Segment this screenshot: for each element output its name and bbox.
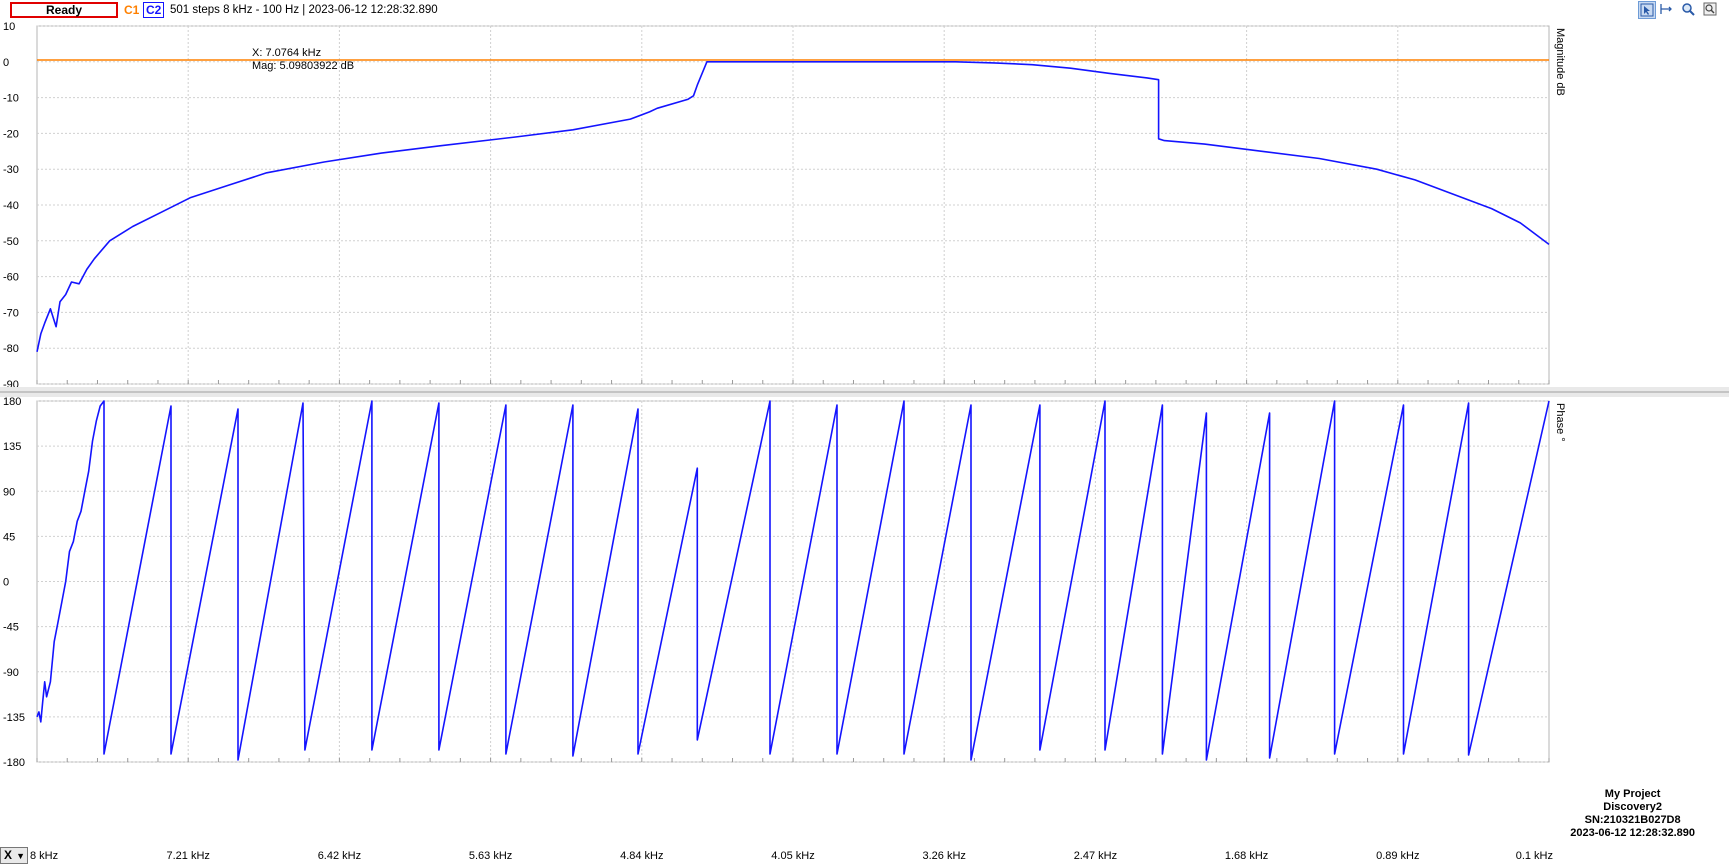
export-icon[interactable] [1702,1,1720,19]
cursor-select-icon[interactable] [1638,1,1656,19]
magnitude-y-tick-label: -60 [3,272,19,284]
phase-y-tick-label: 180 [3,396,21,408]
toolbar: Ready C1 C2 501 steps 8 kHz - 100 Hz | 2… [0,0,1729,22]
channel-c2-toggle[interactable]: C2 [143,2,165,18]
status-indicator: Ready [10,2,118,18]
x-tick-label: 3.26 kHz [922,850,965,862]
device-name: Discovery2 [1603,801,1662,813]
x-tick-label: 0.89 kHz [1376,850,1419,862]
x-tick-label: 2.47 kHz [1074,850,1117,862]
x-tick-label: 6.42 kHz [318,850,361,862]
cursor-readout: X: 7.0764 kHz Mag: 5.09803922 dB [252,47,354,72]
phase-y-tick-label: 0 [3,577,9,589]
magnitude-y-tick-label: -10 [3,93,19,105]
phase-y-tick-label: 90 [3,486,15,498]
phase-y-tick-label: -90 [3,667,19,679]
channel-c1-toggle[interactable]: C1 [124,3,140,17]
x-axis: 8 kHz 7.21 kHz 6.42 kHz 5.63 kHz 4.84 kHz 4.0… [30,850,1553,862]
x-tick-label: 0.1 kHz [1516,850,1553,862]
magnitude-panel: 100-10-20-30-40-50-60-70-80-90Magnitude … [0,21,1729,397]
phase-series-c2 [36,400,1550,761]
cursor-x-readout: X: 7.0764 kHz [252,47,321,59]
x-tick-label: 4.05 kHz [771,850,814,862]
cursor-span-icon[interactable] [1658,1,1676,19]
phase-y-tick-label: -45 [3,622,19,634]
magnitude-y-tick-label: 10 [3,21,15,33]
magnitude-y-axis-label: Magnitude dB [1554,28,1566,96]
phase-y-tick-label: 45 [3,531,15,543]
x-tick-label: 1.68 kHz [1225,850,1268,862]
magnitude-y-tick-label: -80 [3,343,19,355]
phase-y-tick-label: -180 [3,757,25,769]
device-serial: SN:210321B027D8 [1584,814,1681,826]
x-tick-label: 8 kHz [30,850,58,862]
x-tick-label: 7.21 kHz [166,850,209,862]
project-name: My Project [1604,788,1661,800]
magnitude-y-tick-label: -40 [3,200,19,212]
sweep-info: 501 steps 8 kHz - 100 Hz | 2023-06-12 12… [170,4,438,16]
magnitude-y-tick-label: -70 [3,307,19,319]
chevron-down-icon: ▼ [16,851,25,861]
phase-panel: 180 135 90 45 0 -45 -90 -135 -180 Phase ° [3,396,1566,769]
phase-y-tick-label: 135 [3,441,21,453]
magnitude-y-tick-label: -20 [3,128,19,140]
x-axis-selector-label: X [4,848,13,862]
x-tick-label: 4.84 kHz [620,850,663,862]
stamp-timestamp: 2023-06-12 12:28:32.890 [1570,827,1695,839]
zoom-icon[interactable] [1680,1,1698,19]
cursor-mag-readout: Mag: 5.09803922 dB [252,60,354,72]
magnitude-y-tick-label: -50 [3,236,19,248]
x-tick-label: 5.63 kHz [469,850,512,862]
phase-y-axis-label: Phase ° [1554,403,1566,442]
magnitude-series-c2 [36,61,1550,352]
magnitude-y-tick-label: -30 [3,164,19,176]
phase-y-tick-label: -135 [3,712,25,724]
magnitude-y-tick-label: 0 [3,57,9,69]
x-axis-selector[interactable]: X ▼ [0,847,28,864]
device-stamp: My Project Discovery2 SN:210321B027D8 20… [1570,788,1695,840]
